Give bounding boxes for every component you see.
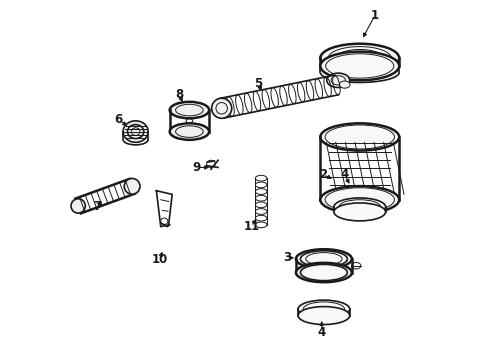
Ellipse shape	[339, 81, 350, 88]
Ellipse shape	[296, 249, 352, 269]
Ellipse shape	[71, 199, 85, 213]
Ellipse shape	[334, 198, 386, 216]
Text: 4: 4	[341, 168, 349, 181]
Text: 11: 11	[244, 220, 260, 233]
Text: 1: 1	[371, 9, 379, 22]
Text: 3: 3	[283, 251, 292, 264]
Text: 10: 10	[151, 253, 168, 266]
Ellipse shape	[298, 307, 350, 324]
Text: 2: 2	[319, 168, 327, 181]
Text: 6: 6	[115, 113, 123, 126]
Ellipse shape	[212, 98, 232, 118]
Ellipse shape	[320, 44, 399, 72]
Text: 8: 8	[175, 88, 183, 101]
Ellipse shape	[170, 102, 209, 118]
Ellipse shape	[320, 186, 399, 213]
Ellipse shape	[296, 263, 352, 282]
Ellipse shape	[123, 121, 148, 142]
Ellipse shape	[327, 73, 350, 87]
Text: 4: 4	[318, 326, 326, 339]
Text: 7: 7	[93, 201, 101, 213]
Ellipse shape	[170, 123, 209, 140]
Ellipse shape	[320, 123, 399, 150]
Ellipse shape	[334, 203, 386, 221]
Text: 5: 5	[254, 77, 263, 90]
Ellipse shape	[124, 179, 140, 194]
Ellipse shape	[298, 300, 350, 318]
Text: 9: 9	[193, 161, 201, 174]
Ellipse shape	[320, 51, 399, 80]
